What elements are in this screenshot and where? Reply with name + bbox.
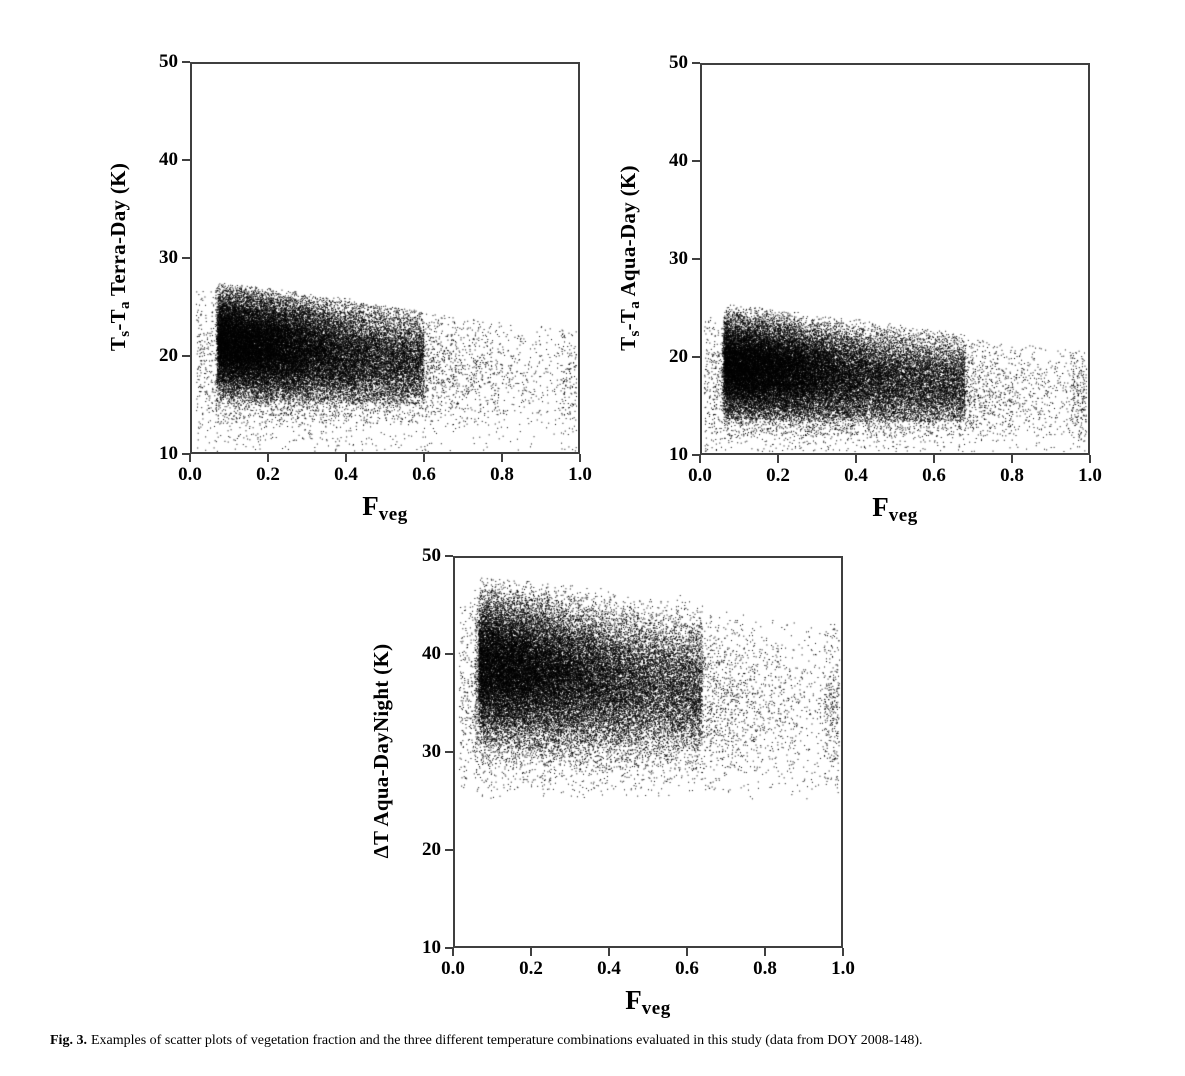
x-tick-mark bbox=[189, 454, 191, 462]
y-tick-mark bbox=[692, 160, 700, 162]
x-tick-mark bbox=[267, 454, 269, 462]
x-tick-label: 0.0 bbox=[441, 958, 465, 979]
x-tick-label: 0.6 bbox=[675, 958, 699, 979]
y-tick-mark bbox=[182, 257, 190, 259]
y-tick-mark bbox=[445, 653, 453, 655]
y-tick-label: 20 bbox=[159, 345, 178, 366]
x-tick-label: 0.4 bbox=[844, 465, 868, 486]
y-tick-label: 20 bbox=[669, 346, 688, 367]
y-tick-label: 50 bbox=[422, 545, 441, 566]
x-tick-label: 0.6 bbox=[922, 465, 946, 486]
x-tick-label: 0.2 bbox=[766, 465, 790, 486]
x-tick-mark bbox=[423, 454, 425, 462]
x-tick-mark bbox=[777, 455, 779, 463]
scatter-canvas-aqua-daynight bbox=[455, 558, 841, 946]
x-tick-mark bbox=[764, 948, 766, 956]
plot-frame bbox=[453, 556, 843, 948]
y-tick-label: 30 bbox=[422, 741, 441, 762]
x-tick-label: 0.8 bbox=[753, 958, 777, 979]
y-tick-mark bbox=[692, 454, 700, 456]
x-tick-mark bbox=[686, 948, 688, 956]
y-tick-mark bbox=[692, 356, 700, 358]
y-tick-mark bbox=[692, 258, 700, 260]
x-tick-label: 1.0 bbox=[568, 464, 592, 485]
scatter-canvas-terra-day bbox=[192, 64, 578, 452]
x-tick-label: 0.0 bbox=[688, 465, 712, 486]
y-tick-label: 40 bbox=[159, 149, 178, 170]
plot-frame bbox=[190, 62, 580, 454]
x-tick-label: 0.4 bbox=[334, 464, 358, 485]
y-tick-label: 50 bbox=[669, 52, 688, 73]
x-axis-title: Fveg bbox=[625, 985, 671, 1019]
y-tick-label: 20 bbox=[422, 839, 441, 860]
y-tick-label: 10 bbox=[159, 443, 178, 464]
y-tick-label: 10 bbox=[422, 937, 441, 958]
x-tick-label: 0.8 bbox=[490, 464, 514, 485]
y-tick-mark bbox=[445, 555, 453, 557]
x-tick-mark bbox=[1011, 455, 1013, 463]
x-tick-mark bbox=[452, 948, 454, 956]
x-tick-mark bbox=[933, 455, 935, 463]
y-tick-mark bbox=[445, 751, 453, 753]
x-tick-label: 0.2 bbox=[519, 958, 543, 979]
x-tick-label: 0.0 bbox=[178, 464, 202, 485]
y-tick-mark bbox=[182, 159, 190, 161]
caption-text: Examples of scatter plots of vegetation … bbox=[90, 1033, 923, 1048]
x-tick-mark bbox=[345, 454, 347, 462]
y-tick-label: 40 bbox=[422, 643, 441, 664]
x-axis-title: Fveg bbox=[362, 491, 408, 525]
x-tick-mark bbox=[1089, 455, 1091, 463]
y-tick-mark bbox=[182, 61, 190, 63]
x-tick-label: 0.2 bbox=[256, 464, 280, 485]
figure-caption: Fig. 3. Examples of scatter plots of vege… bbox=[50, 1031, 1160, 1050]
y-tick-label: 30 bbox=[159, 247, 178, 268]
x-tick-label: 0.6 bbox=[412, 464, 436, 485]
x-tick-label: 0.8 bbox=[1000, 465, 1024, 486]
plot-frame bbox=[700, 63, 1090, 455]
y-tick-label: 40 bbox=[669, 150, 688, 171]
x-tick-mark bbox=[579, 454, 581, 462]
x-tick-mark bbox=[608, 948, 610, 956]
y-tick-label: 50 bbox=[159, 51, 178, 72]
caption-label: Fig. 3. bbox=[50, 1033, 87, 1048]
y-tick-mark bbox=[445, 947, 453, 949]
x-tick-mark bbox=[855, 455, 857, 463]
x-tick-label: 1.0 bbox=[1078, 465, 1102, 486]
scatter-canvas-aqua-day bbox=[702, 65, 1088, 453]
y-tick-label: 10 bbox=[669, 444, 688, 465]
x-tick-label: 1.0 bbox=[831, 958, 855, 979]
x-tick-mark bbox=[501, 454, 503, 462]
x-tick-label: 0.4 bbox=[597, 958, 621, 979]
y-tick-mark bbox=[182, 355, 190, 357]
x-axis-title: Fveg bbox=[872, 492, 918, 526]
y-tick-mark bbox=[692, 62, 700, 64]
y-tick-mark bbox=[182, 453, 190, 455]
x-tick-mark bbox=[699, 455, 701, 463]
y-tick-mark bbox=[445, 849, 453, 851]
y-tick-label: 30 bbox=[669, 248, 688, 269]
x-tick-mark bbox=[530, 948, 532, 956]
x-tick-mark bbox=[842, 948, 844, 956]
